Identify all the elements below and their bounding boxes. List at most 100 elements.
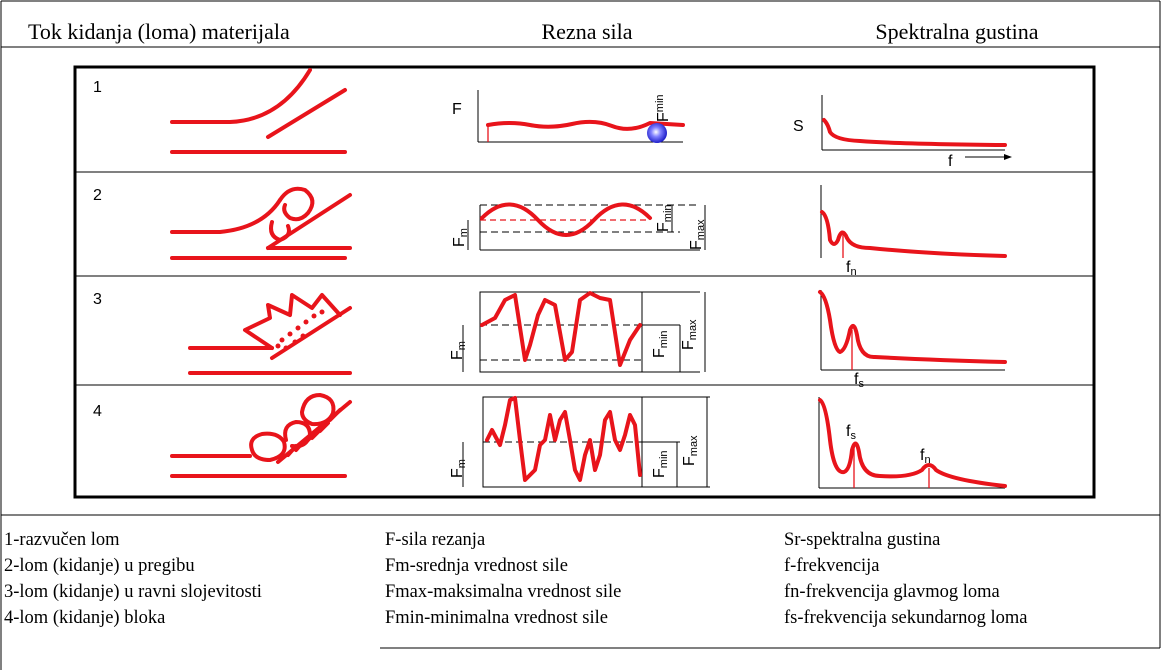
axis-label: Fmax (688, 219, 707, 250)
sketch-stroke (820, 210, 1007, 258)
sketch-stroke: F (452, 101, 462, 118)
legend-item: 2-lom (kidanje) u pregibu (4, 556, 195, 576)
row-number: 2 (93, 187, 102, 204)
axis-label: F (452, 101, 462, 118)
sketch-stroke (270, 306, 352, 360)
sketch-stroke: f (948, 153, 953, 170)
spectrum-plot (818, 397, 1007, 489)
sketch-stroke (266, 193, 352, 250)
sketch-stroke (249, 431, 287, 462)
column-header: Rezna sila (541, 19, 632, 44)
sketch-stroke: F (449, 350, 466, 360)
axis-label: fn (846, 259, 857, 278)
force-plot (462, 291, 706, 373)
sketch-stroke (300, 393, 336, 427)
legend-item: f-frekvencija (784, 556, 880, 576)
legend-item: 1-razvučen lom (4, 530, 120, 550)
row-number: 3 (93, 291, 102, 308)
sketch-stroke (300, 333, 306, 339)
sketch-stroke (311, 313, 317, 319)
spectrum-plot (820, 185, 1007, 258)
legend-item: Fmax-maksimalna vrednost sile (385, 582, 622, 602)
sketch-stroke (283, 345, 289, 351)
legend-column: 1-razvučen lom 2-lom (kidanje) u pregibu… (4, 527, 376, 631)
sketch-stroke (1004, 154, 1012, 160)
sketch-stroke: f (846, 423, 851, 440)
sketch-stroke: min (658, 450, 670, 468)
sketch-stroke: F (655, 112, 672, 122)
sketch-stroke: f (846, 259, 851, 276)
force-plot (467, 202, 706, 251)
legend-item: Fm-srednja vrednost sile (385, 556, 568, 576)
sketch-stroke (319, 309, 325, 315)
sketch-stroke: min (658, 330, 670, 348)
sketch-stroke (295, 325, 301, 331)
force-plot (477, 90, 685, 143)
sketch-stroke (278, 186, 315, 222)
sketch-stroke (479, 291, 643, 373)
legend-item: Fmin-minimalna vrednost sile (385, 608, 609, 628)
legend-column: Sr-spektralna gustina f-frekvencija fn-f… (784, 527, 1028, 631)
sketch-stroke: m (456, 459, 468, 468)
row-number: 4 (93, 403, 102, 420)
material-sketch (170, 186, 352, 260)
axis-label: Fmax (680, 319, 699, 350)
axis-label: fs (854, 371, 864, 390)
sketch-stroke: F (655, 222, 672, 232)
sketch-stroke: F (449, 468, 466, 478)
spectrum-plot (821, 95, 1012, 160)
sketch-stroke: n (924, 454, 930, 466)
sketch-stroke: max (688, 435, 700, 456)
legend-item: fn-frekvencija glavmog loma (784, 582, 1000, 602)
sketch-stroke (480, 291, 642, 367)
sketch-stroke (486, 119, 685, 131)
sketch-stroke: S (793, 118, 804, 135)
column-header: Spektralna gustina (875, 19, 1038, 44)
row-number: 1 (93, 79, 102, 96)
sketch-stroke: F (651, 348, 668, 358)
axis-label: fs (846, 423, 856, 442)
sketch-stroke: f (854, 371, 859, 388)
sketch-stroke: s (858, 378, 864, 390)
force-plot (462, 396, 710, 488)
sketch-stroke (279, 337, 285, 343)
sketch-stroke (303, 319, 309, 325)
legend-item: F-sila rezanja (385, 530, 486, 550)
axis-label: Fmin (651, 330, 670, 358)
material-sketch (170, 68, 347, 154)
axis-label: fn (920, 447, 931, 466)
legend-item: 3-lom (kidanje) u ravni slojevitosti (4, 582, 262, 602)
axis-label: S (793, 118, 804, 135)
sketch-stroke (287, 331, 293, 337)
legend-column: F-sila rezanja Fm-srednja vrednost sile … (385, 527, 621, 631)
inner-frame (73, 65, 1096, 499)
sketch-stroke (818, 290, 1007, 364)
sketch-stroke (266, 88, 347, 139)
legend-item: fs-frekvencija sekundarnog loma (784, 608, 1028, 628)
sketch-stroke (170, 68, 312, 124)
axis-label: f (948, 153, 953, 170)
sketch-stroke (647, 123, 667, 143)
sketch-stroke (275, 343, 281, 349)
spectrum-plot (818, 290, 1007, 371)
sketch-stroke: F (451, 237, 468, 247)
axis-label: Fmin (651, 450, 670, 478)
material-sketch (170, 393, 352, 478)
sketch-stroke: m (456, 341, 468, 350)
sketch-stroke: m (458, 228, 470, 237)
sketch-stroke (243, 293, 342, 350)
sketch-stroke (170, 198, 282, 234)
axis-label: Fmin (655, 204, 674, 232)
sketch-stroke: min (662, 204, 674, 222)
sketch-stroke (480, 202, 652, 237)
sketch-stroke: min (654, 94, 666, 112)
sketch-stroke: max (687, 319, 699, 340)
axis-label: Fm (449, 341, 468, 360)
sketch-stroke: F (651, 468, 668, 478)
material-sketch (188, 293, 352, 375)
sketch-stroke: F (680, 340, 697, 350)
sketch-stroke (275, 309, 325, 351)
axis-label: Fmax (681, 435, 700, 466)
